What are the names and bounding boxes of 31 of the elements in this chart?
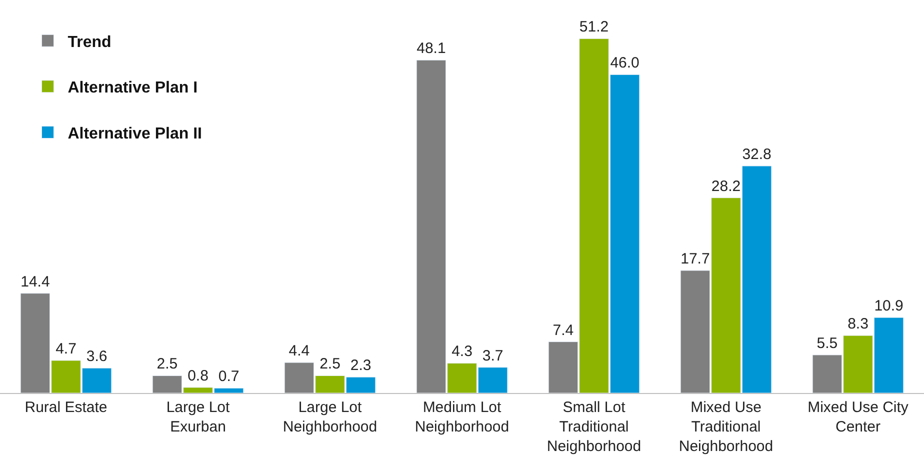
x-tick-label: Mixed Use Traditional Neighborhood [678,399,774,455]
data-label: 28.2 [711,178,741,195]
data-label: 5.5 [816,334,838,352]
data-label: 17.7 [680,250,710,268]
data-label: 3.7 [482,347,504,364]
data-label: 10.9 [874,298,904,315]
data-label: 0.8 [188,367,208,384]
data-label: 2.5 [320,356,340,373]
x-tick-label: Rural Estate [24,399,108,416]
x-tick-label: Large Lot Exurban [166,399,231,436]
x-tick-label: Mixed Use City Center [808,399,909,436]
data-label: 0.7 [218,368,240,386]
data-label: 2.5 [156,356,178,373]
x-tick-label: Large Lot Neighborhood [282,399,378,436]
legend-label: Alternative Plan II [68,125,202,142]
data-label: 32.8 [742,146,772,163]
data-label: 8.3 [848,316,868,333]
legend-label: Alternative Plan I [68,80,198,97]
data-label: 46.0 [610,54,640,72]
data-label: 4.7 [56,340,76,358]
data-label: 7.4 [552,322,574,339]
data-label: 4.4 [288,342,310,360]
data-label: 4.3 [452,343,472,360]
x-tick-label: Medium Lot Neighborhood [414,399,510,436]
data-label: 3.6 [86,348,108,366]
data-label: 48.1 [416,40,446,58]
x-tick-label: Small Lot Traditional Neighborhood [546,399,642,455]
data-label: 51.2 [579,18,609,36]
data-label: 14.4 [20,273,50,290]
legend-label: Trend [68,34,112,51]
data-label: 2.3 [350,357,372,374]
